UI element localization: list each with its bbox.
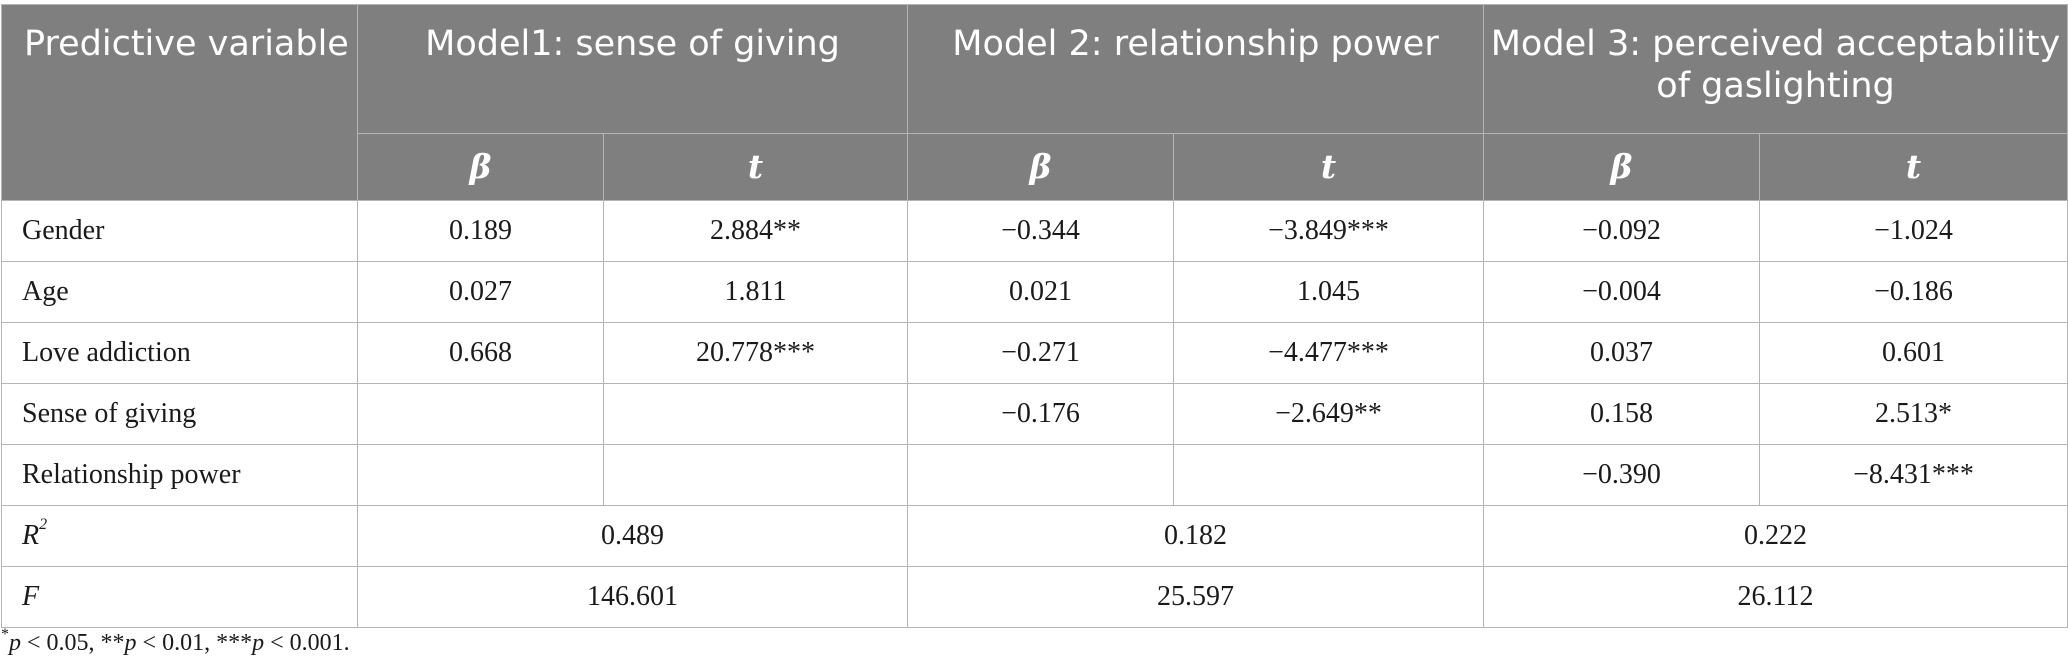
r2-model-3: 0.222	[1483, 505, 2068, 567]
table-cell: 0.601	[1759, 322, 2068, 384]
header-beta-2: β	[907, 133, 1175, 201]
footnote-p: p	[124, 630, 137, 656]
row-label-r2: R2	[1, 505, 358, 567]
table-cell: −0.186	[1759, 261, 2068, 323]
table-cell: −0.344	[907, 200, 1175, 262]
table-cell: 1.811	[602, 261, 909, 323]
table-cell: −4.477***	[1173, 322, 1485, 384]
table-row: Love addiction 0.668 20.778*** −0.271 −4…	[1, 322, 2068, 384]
row-label: Age	[1, 261, 358, 323]
r2-symbol: R	[22, 520, 40, 551]
table-cell: −8.431***	[1759, 444, 2068, 506]
table-cell: −0.092	[1483, 200, 1761, 262]
table-cell: 0.037	[1483, 322, 1761, 384]
header-t-2: t	[1173, 133, 1485, 201]
r2-superscript: 2	[39, 516, 48, 533]
header-predictor: Predictive variable	[1, 4, 358, 201]
footnote-text: < 0.05, **	[21, 630, 125, 656]
summary-row-r2: R2 0.489 0.182 0.222	[1, 505, 2068, 567]
footnote-p: p	[252, 630, 265, 656]
table-row: Relationship power −0.390 −8.431***	[1, 444, 2068, 506]
table-cell: −0.271	[907, 322, 1175, 384]
header-model-1: Model1: sense of giving	[356, 4, 909, 134]
table-row: Sense of giving −0.176 −2.649** 0.158 2.…	[1, 383, 2068, 445]
table-cell: 1.045	[1173, 261, 1485, 323]
r2-model-2: 0.182	[907, 505, 1485, 567]
header-t-3: t	[1759, 133, 2068, 201]
table-cell	[357, 383, 604, 445]
header-model-2: Model 2: relationship power	[907, 4, 1485, 134]
f-model-2: 25.597	[907, 566, 1485, 628]
table-cell: −2.649**	[1173, 383, 1485, 445]
table-cell: 0.668	[357, 322, 604, 384]
table-cell	[1173, 444, 1485, 506]
header-beta-1: β	[357, 133, 604, 201]
footnote-text: < 0.001.	[264, 630, 350, 656]
table-cell: −0.176	[907, 383, 1175, 445]
header-beta-3: β	[1483, 133, 1761, 201]
table-footnote: *p < 0.05, **p < 0.01, ***p < 0.001.	[1, 626, 350, 657]
table-row: Age 0.027 1.811 0.021 1.045 −0.004 −0.18…	[1, 261, 2068, 323]
header-model-3: Model 3: perceived acceptability of gasl…	[1483, 4, 2068, 134]
table-cell	[602, 383, 909, 445]
regression-table: Predictive variable Model1: sense of giv…	[1, 4, 2068, 628]
table-cell	[357, 444, 604, 506]
row-label: Gender	[1, 200, 358, 262]
table-cell: 0.027	[357, 261, 604, 323]
table-cell: −1.024	[1759, 200, 2068, 262]
table-body: Gender 0.189 2.884** −0.344 −3.849*** −0…	[1, 200, 2068, 628]
r2-model-1: 0.489	[356, 505, 909, 567]
header-t-1: t	[602, 133, 909, 201]
row-label: Sense of giving	[1, 383, 358, 445]
table-cell: 0.021	[907, 261, 1175, 323]
table-cell: −0.390	[1483, 444, 1761, 506]
table-row: Gender 0.189 2.884** −0.344 −3.849*** −0…	[1, 200, 2068, 262]
row-label: Love addiction	[1, 322, 358, 384]
table-cell: −0.004	[1483, 261, 1761, 323]
footnote-p: p	[9, 630, 21, 656]
table-header: Predictive variable Model1: sense of giv…	[1, 4, 2068, 201]
table-cell: 2.513*	[1759, 383, 2068, 445]
table-cell	[602, 444, 909, 506]
f-model-3: 26.112	[1483, 566, 2068, 628]
row-label: Relationship power	[1, 444, 358, 506]
footnote-asterisk: *	[1, 626, 9, 643]
table-cell: 20.778***	[602, 322, 909, 384]
row-label-f: F	[1, 566, 358, 628]
table-cell: 0.189	[357, 200, 604, 262]
summary-row-f: F 146.601 25.597 26.112	[1, 566, 2068, 628]
table-cell: −3.849***	[1173, 200, 1485, 262]
table-cell: 0.158	[1483, 383, 1761, 445]
table-cell	[907, 444, 1175, 506]
footnote-text: < 0.01, ***	[136, 630, 253, 656]
table-cell: 2.884**	[602, 200, 909, 262]
f-model-1: 146.601	[356, 566, 909, 628]
